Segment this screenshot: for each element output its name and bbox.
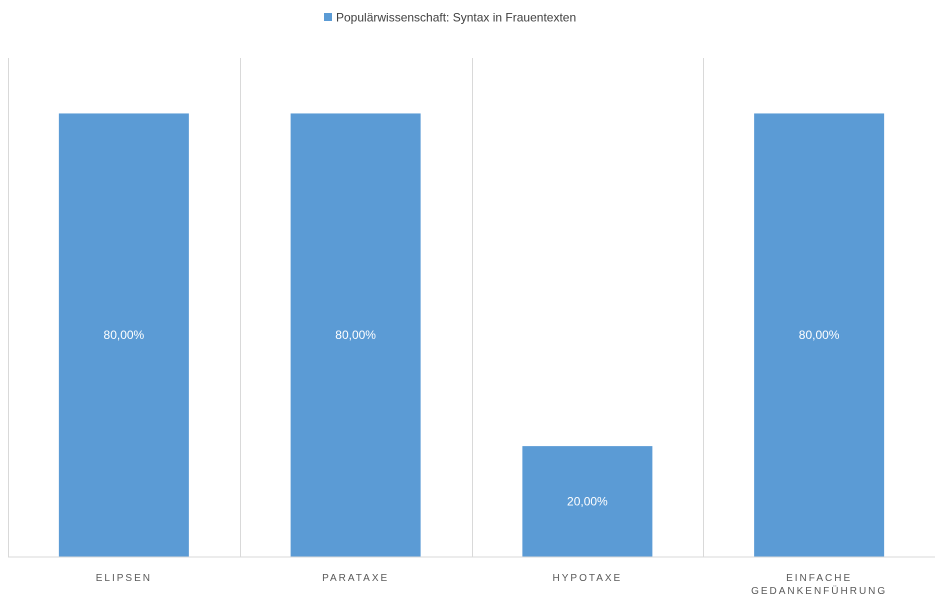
data-label-0: 80,00% [104, 328, 145, 342]
category-label-1: PARATAXE [322, 573, 389, 584]
data-label-3: 80,00% [799, 328, 840, 342]
bar-2 [522, 446, 653, 557]
data-label-1: 80,00% [335, 328, 376, 342]
bars [58, 113, 885, 557]
legend-label: Populärwissenschaft: Syntax in Frauentex… [336, 11, 576, 25]
category-label-0: ELIPSEN [96, 573, 152, 584]
category-label-3-line-1: GEDANKENFÜHRUNG [751, 585, 887, 597]
legend-swatch [324, 13, 332, 21]
category-label-3-line-0: EINFACHE [786, 573, 852, 584]
legend: Populärwissenschaft: Syntax in Frauentex… [324, 11, 576, 25]
category-labels: ELIPSEN PARATAXE HYPOTAXE EINFACHEGEDANKENF… [96, 573, 887, 597]
data-label-2: 20,00% [567, 495, 608, 509]
bar-0 [58, 113, 189, 557]
data-labels: 80,00% 80,00% 20,00% 80,00% [104, 328, 840, 508]
category-label-2: HYPOTAXE [553, 573, 623, 584]
gridlines [8, 58, 704, 557]
bar-3 [754, 113, 885, 557]
bar-1 [290, 113, 421, 557]
